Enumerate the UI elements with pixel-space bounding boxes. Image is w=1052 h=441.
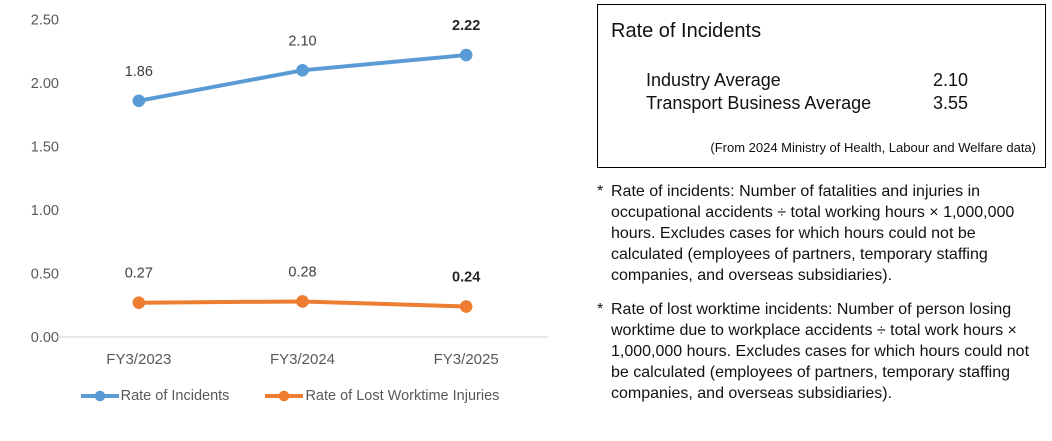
legend-item: Rate of Lost Worktime Injuries bbox=[265, 388, 499, 404]
box-rows: Industry Average 2.10 Transport Business… bbox=[598, 69, 1045, 115]
line-chart-svg: 0.00 0.50 1.00 1.50 2.00 2.50 FY3/2023 FY3/2024… bbox=[31, 13, 548, 368]
data-point-marker bbox=[296, 64, 309, 77]
y-tick-label: 0.50 bbox=[31, 267, 59, 283]
series-line bbox=[136, 53, 469, 103]
source-note: (From 2024 Ministry of Health, Labour an… bbox=[710, 140, 1036, 155]
data-label: 0.24 bbox=[452, 270, 480, 286]
stat-value: 3.55 bbox=[933, 93, 969, 113]
legend-label: Rate of Lost Worktime Injuries bbox=[305, 388, 500, 404]
footnote-text: Rate of lost worktime incidents: Number … bbox=[611, 300, 1030, 402]
y-tick-label: 2.50 bbox=[31, 13, 59, 29]
stat-row-transport-average: Transport Business Average 3.55 bbox=[646, 92, 1045, 115]
data-point-marker bbox=[132, 94, 146, 108]
x-axis-label: FY3/2024 bbox=[270, 351, 335, 368]
legend-label: Rate of Incidents bbox=[120, 388, 230, 404]
rate-of-incidents-box: Rate of Incidents Industry Average 2.10 … bbox=[597, 4, 1046, 168]
data-point-marker bbox=[132, 296, 146, 310]
incident-rate-line-chart: 0.00 0.50 1.00 1.50 2.00 2.50 FY3/2023 FY3/2024… bbox=[0, 13, 580, 404]
footnote-rate-of-incidents: * Rate of incidents: Number of fatalitie… bbox=[597, 181, 1046, 287]
data-point-marker bbox=[459, 300, 473, 313]
legend-line-marker-icon bbox=[265, 390, 304, 402]
y-tick-label: 0.00 bbox=[31, 330, 59, 346]
stat-value: 2.10 bbox=[933, 70, 969, 90]
stat-label: Transport Business Average bbox=[646, 93, 872, 113]
chart-legend: Rate of Incidents Rate of Lost Worktime I… bbox=[0, 388, 580, 404]
footnote-rate-of-lost-worktime: * Rate of lost worktime incidents: Numbe… bbox=[597, 299, 1046, 405]
data-point-marker bbox=[296, 295, 309, 308]
stat-row-industry-average: Industry Average 2.10 bbox=[646, 69, 1045, 92]
data-point-marker bbox=[459, 48, 473, 62]
data-label: 1.86 bbox=[125, 64, 153, 80]
y-tick-label: 1.50 bbox=[31, 140, 59, 156]
box-title: Rate of Incidents bbox=[611, 20, 762, 42]
stat-label: Industry Average bbox=[646, 70, 781, 90]
legend-line-marker-icon bbox=[80, 390, 119, 402]
footnotes: * Rate of incidents: Number of fatalitie… bbox=[597, 181, 1046, 416]
data-label: 2.22 bbox=[452, 18, 480, 34]
footnote-text: Rate of incidents: Number of fatalities … bbox=[611, 183, 1015, 285]
asterisk: * bbox=[597, 183, 604, 200]
asterisk: * bbox=[597, 300, 604, 318]
data-label: 0.27 bbox=[125, 266, 153, 282]
data-label: 2.10 bbox=[288, 33, 316, 49]
y-tick-label: 2.00 bbox=[31, 76, 59, 92]
y-tick-label: 1.00 bbox=[31, 203, 59, 219]
legend-item: Rate of Incidents bbox=[80, 388, 230, 404]
data-label: 0.28 bbox=[288, 264, 316, 280]
x-axis-label: FY3/2023 bbox=[106, 351, 171, 368]
x-axis-label: FY3/2025 bbox=[434, 351, 499, 368]
